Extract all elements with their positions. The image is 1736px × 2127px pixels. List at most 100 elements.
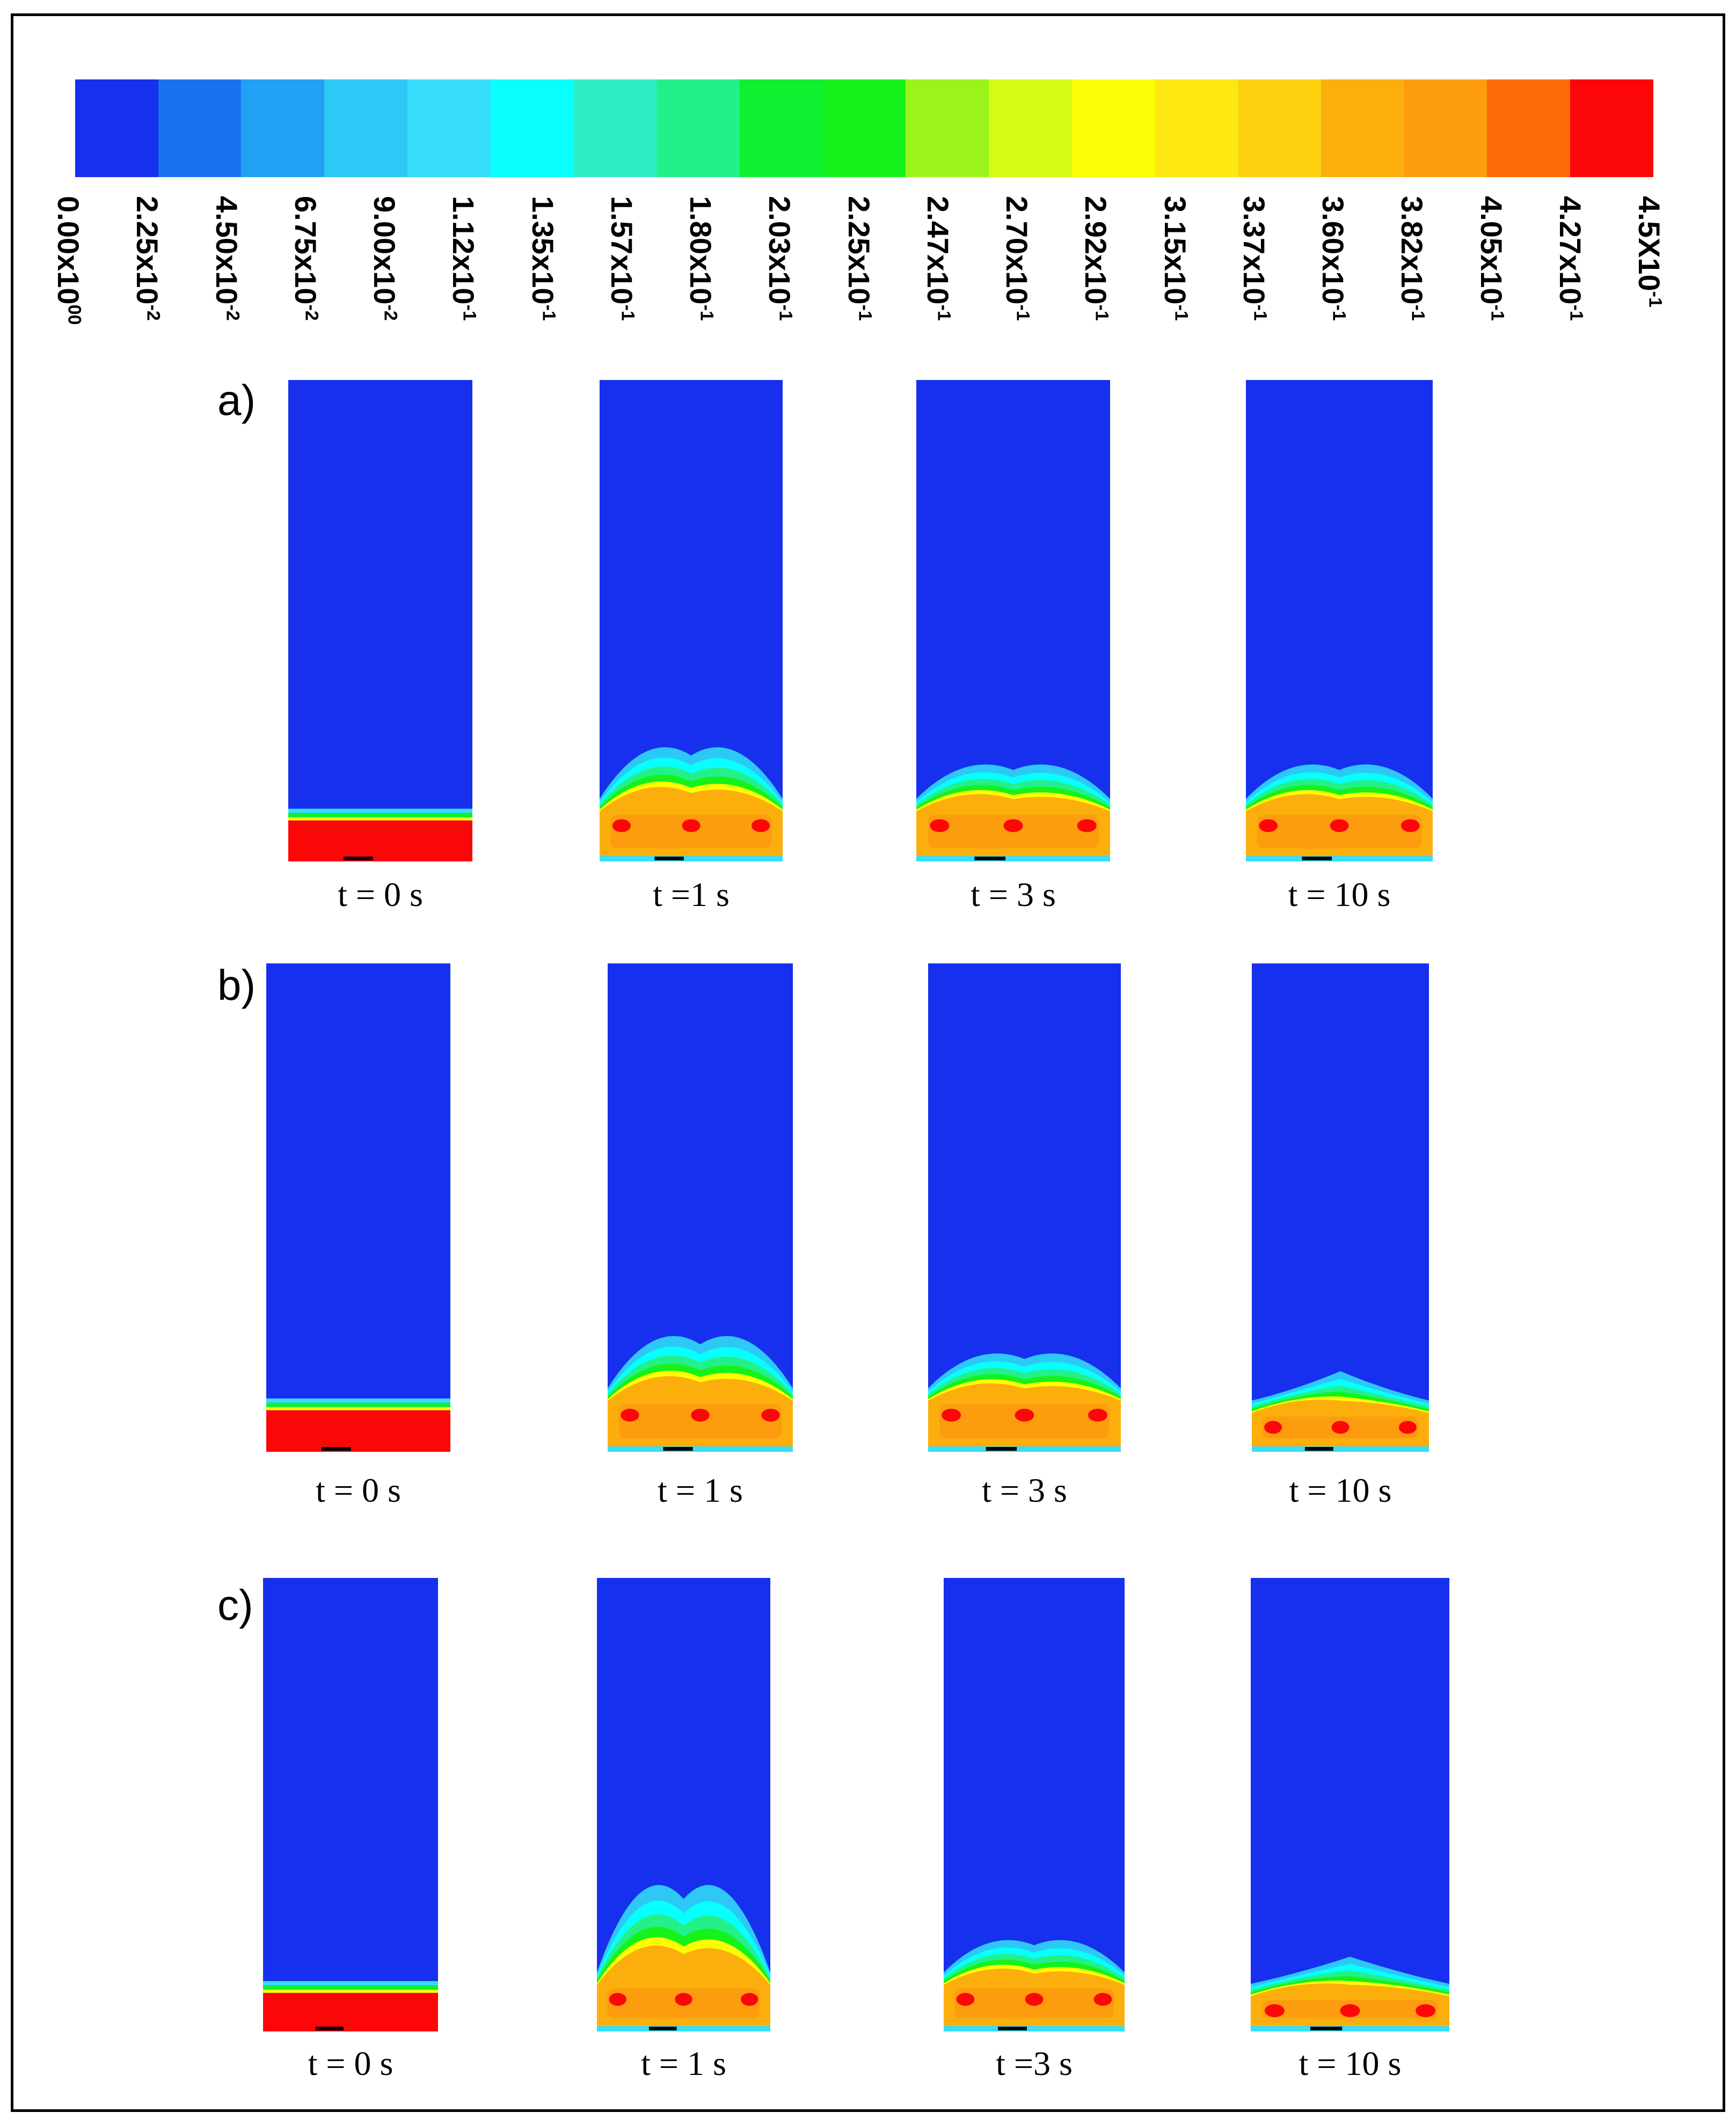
- inlet-marker: [648, 2027, 677, 2030]
- bottom-boundary: [608, 1446, 793, 1452]
- colorbar-tick-label: 4.27x10-1: [1553, 196, 1587, 321]
- colorbar-tick-label: 0.00x1000: [52, 196, 85, 325]
- contour-panel: [288, 380, 472, 861]
- bottom-boundary: [928, 1446, 1121, 1452]
- time-caption: t = 1 s: [641, 2044, 726, 2082]
- inlet-marker: [986, 1447, 1017, 1451]
- hotspot: [1259, 819, 1278, 832]
- colorbar-swatch: [573, 79, 657, 177]
- time-caption: t =1 s: [653, 875, 730, 913]
- hotspot: [612, 819, 631, 832]
- colorbar-swatch: [158, 79, 242, 177]
- colorbar-tick-label: 9.00x10-2: [368, 196, 402, 321]
- colorbar-swatch: [989, 79, 1072, 177]
- colorbar: [75, 79, 1653, 177]
- hotspot: [1264, 2004, 1285, 2018]
- hotspot: [1264, 1421, 1282, 1434]
- interface-layer: [288, 817, 472, 821]
- time-caption: t =3 s: [996, 2044, 1073, 2082]
- colorbar-tick-label: 1.80x10-1: [684, 196, 718, 321]
- hotspot: [930, 819, 950, 832]
- interface-layer: [263, 1990, 438, 1993]
- packed-bed: [288, 820, 472, 861]
- inlet-marker: [1310, 2027, 1343, 2030]
- interface-layer: [263, 1985, 438, 1990]
- colorbar-tick-label: 4.50x10-2: [209, 196, 244, 321]
- hotspot: [761, 1408, 780, 1422]
- figure-frame: [11, 13, 1725, 2112]
- colorbar-tick-label: 4.05x10-1: [1474, 196, 1508, 321]
- colorbar-swatch: [75, 79, 158, 177]
- hotspot: [942, 1408, 961, 1422]
- packed-bed: [263, 1993, 438, 2031]
- colorbar-tick-label: 2.92x10-1: [1079, 196, 1113, 321]
- time-caption: t = 10 s: [1288, 875, 1391, 913]
- contour-panel: [944, 1578, 1125, 2031]
- contour-panel: [1252, 963, 1429, 1452]
- colorbar-swatch: [739, 79, 823, 177]
- inlet-marker: [1305, 1447, 1333, 1451]
- colorbar-tick-label: 1.12x10-1: [447, 196, 481, 321]
- colorbar-swatch: [822, 79, 906, 177]
- time-caption: t = 10 s: [1289, 1471, 1392, 1509]
- colorbar-swatch: [1404, 79, 1487, 177]
- colorbar-swatch: [906, 79, 989, 177]
- interface-layer: [288, 813, 472, 817]
- colorbar-tick-label: 3.60x10-1: [1316, 196, 1350, 321]
- colorbar-swatch: [1238, 79, 1322, 177]
- hotspot: [1015, 1408, 1034, 1422]
- hotspot: [1331, 1421, 1350, 1434]
- hotspot: [956, 1993, 975, 2006]
- bottom-boundary: [1252, 1446, 1429, 1452]
- colorbar-tick-label: 2.25x10-2: [130, 196, 165, 321]
- colorbar-tick-label: 2.03x10-1: [763, 196, 797, 321]
- hotspot: [1093, 1993, 1112, 2006]
- inlet-marker: [321, 1447, 351, 1451]
- interface-layer: [266, 1407, 450, 1410]
- hotspot: [1088, 1408, 1107, 1422]
- hotspot: [1330, 819, 1349, 832]
- interface-layer: [266, 1402, 450, 1407]
- colorbar-tick-label: 4.5X10-1: [1632, 196, 1666, 308]
- colorbar-tick-label: 1.35x10-1: [526, 196, 560, 321]
- colorbar-tick-label: 1.57x10-1: [604, 196, 639, 321]
- bottom-boundary: [600, 856, 783, 861]
- colorbar-tick-label: 2.70x10-1: [1000, 196, 1034, 321]
- inlet-marker: [654, 857, 684, 860]
- time-caption: t = 0 s: [308, 2044, 393, 2082]
- interface-layer: [263, 1981, 438, 1986]
- contour-panel: [928, 963, 1121, 1452]
- contour-panel: [1246, 380, 1433, 861]
- time-caption: t = 3 s: [971, 875, 1056, 913]
- hotspot: [1398, 1421, 1417, 1434]
- colorbar-swatch: [657, 79, 740, 177]
- hotspot: [691, 1408, 710, 1422]
- hotspot: [752, 819, 770, 832]
- contour-panel: [916, 380, 1110, 861]
- inlet-marker: [663, 1447, 693, 1451]
- domain-background: [1252, 963, 1429, 1452]
- hotspot: [1401, 819, 1420, 832]
- bottom-boundary: [944, 2026, 1125, 2031]
- hotspot: [682, 819, 701, 832]
- bottom-boundary: [1251, 2026, 1449, 2031]
- hotspot: [609, 1993, 626, 2006]
- time-caption: t = 3 s: [982, 1471, 1067, 1509]
- inlet-marker: [1302, 857, 1332, 860]
- domain-background: [263, 1578, 438, 2031]
- colorbar-swatch: [1155, 79, 1238, 177]
- hotspot: [1416, 2004, 1436, 2018]
- row-label: c): [217, 1581, 253, 1629]
- colorbar-tick-label: 2.47x10-1: [921, 196, 955, 321]
- domain-background: [266, 963, 450, 1452]
- colorbar-swatch: [1487, 79, 1571, 177]
- packed-bed: [266, 1410, 450, 1452]
- colorbar-swatch: [1071, 79, 1155, 177]
- hotspot: [1003, 819, 1023, 832]
- colorbar-tick-label: 6.75x10-2: [288, 196, 323, 321]
- interface-layer: [266, 1398, 450, 1403]
- colorbar-tick-label: 2.25x10-1: [842, 196, 876, 321]
- time-caption: t = 10 s: [1299, 2044, 1402, 2082]
- hotspot: [741, 1993, 758, 2006]
- hotspot: [1077, 819, 1097, 832]
